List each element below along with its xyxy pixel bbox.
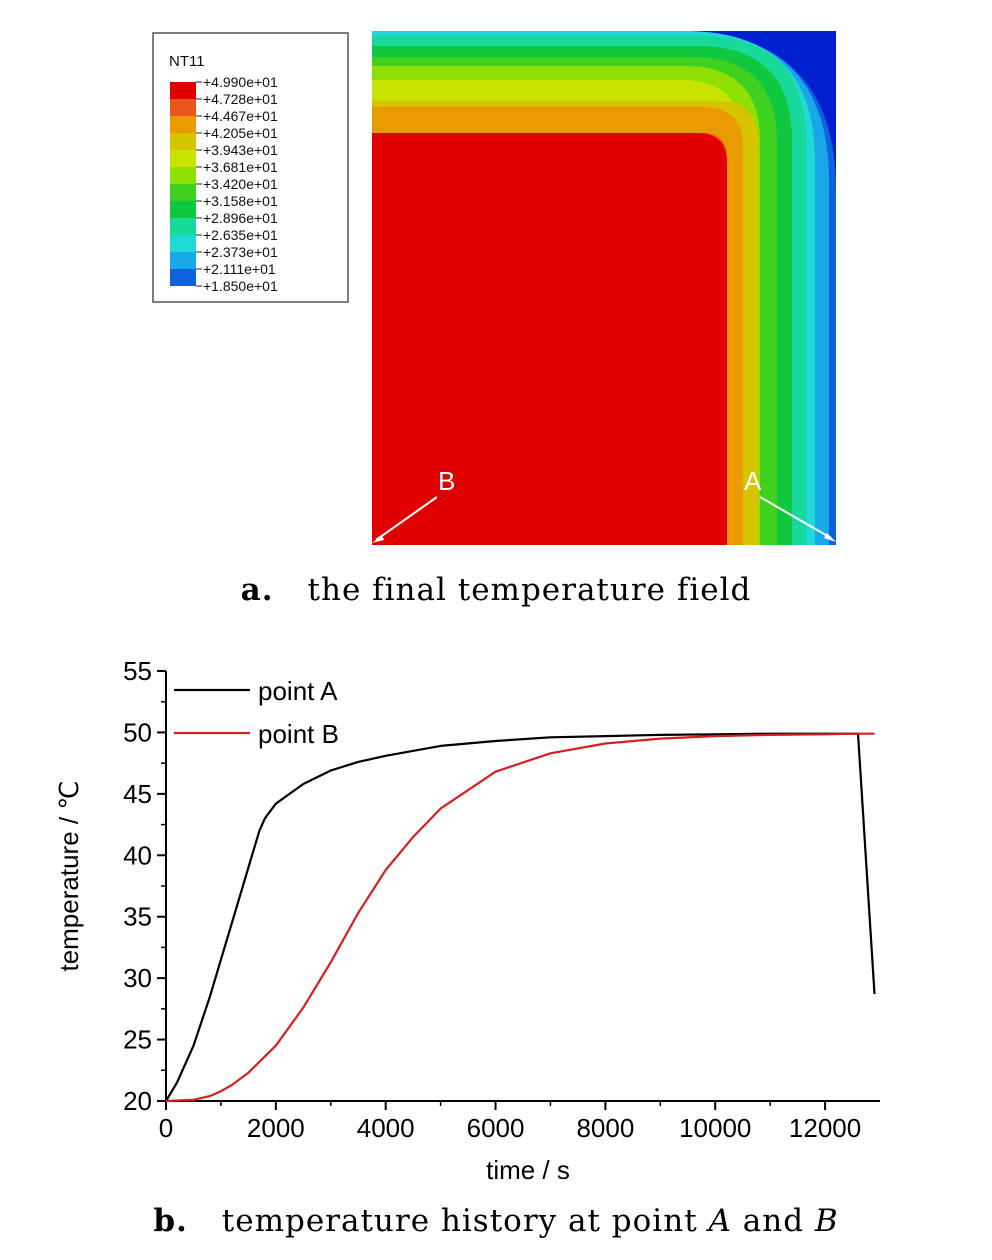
y-tick-label: 50 (123, 717, 152, 747)
caption-a-text: the final temperature field (307, 572, 752, 608)
legend-level-label: +2.635e+01 (203, 227, 278, 243)
caption-b-italic-a: A (708, 1203, 732, 1239)
x-tick-label: 2000 (247, 1113, 305, 1143)
legend-level-label: +3.158e+01 (203, 193, 278, 209)
legend-entry-label: point B (258, 719, 339, 749)
point-b-label: B (438, 466, 455, 496)
legend-swatch (170, 235, 196, 252)
legend-swatch (170, 150, 196, 167)
x-tick-label: 12000 (789, 1113, 861, 1143)
legend-swatch (170, 116, 196, 133)
legend-swatch (170, 167, 196, 184)
series-layer (165, 732, 876, 1103)
y-tick-label: 30 (123, 963, 152, 993)
legend-level-label: +3.943e+01 (203, 142, 278, 158)
legend-swatch (170, 133, 196, 150)
legend-level-label: +2.373e+01 (203, 244, 278, 260)
x-tick-label: 10000 (679, 1113, 751, 1143)
legend-swatches (170, 82, 196, 286)
caption-b-label: b. (153, 1203, 188, 1239)
caption-a: a. the final temperature field (0, 572, 992, 608)
legend-entry-label: point A (258, 676, 338, 706)
y-axis-label: temperature / ℃ (54, 780, 84, 971)
legend-level-label: +3.420e+01 (203, 176, 278, 192)
point-b-marker: B (372, 466, 455, 543)
x-axis-ticks: 0 2000 4000 6000 8000 10000 12000 (159, 1101, 861, 1143)
y-axis-ticks: 20 25 30 35 40 45 50 55 (123, 656, 166, 1116)
legend-swatch (170, 201, 196, 218)
point-a-label: A (744, 466, 762, 496)
caption-b-text-2: and (731, 1203, 815, 1239)
legend-labels: +4.990e+01+4.728e+01+4.467e+01+4.205e+01… (196, 74, 278, 294)
chart-legend: point A point B (174, 676, 339, 749)
legend-swatch (170, 99, 196, 116)
legend-swatch (170, 252, 196, 269)
legend-level-label: +4.728e+01 (203, 91, 278, 107)
caption-a-label: a. (240, 572, 274, 608)
x-tick-label: 4000 (357, 1113, 415, 1143)
y-tick-label: 45 (123, 779, 152, 809)
legend-level-label: +4.467e+01 (203, 108, 278, 124)
y-tick-label: 25 (123, 1025, 152, 1055)
temperature-history-chart: 0 2000 4000 6000 8000 10000 12000 20 25 30 35 40 45… (54, 656, 880, 1185)
legend-level-label: +1.850e+01 (203, 278, 278, 294)
contour-legend: NT11 +4.990e+01+4.728e+01+4.467e+01+4.20… (152, 32, 349, 303)
legend-level-label: +3.681e+01 (203, 159, 278, 175)
legend-swatch (170, 269, 196, 286)
legend-swatch (170, 218, 196, 235)
y-tick-label: 35 (123, 902, 152, 932)
legend-level-label: +2.111e+01 (203, 261, 276, 277)
series-line-point-b (165, 732, 875, 1103)
legend-level-label: +4.990e+01 (203, 74, 278, 90)
point-a-marker: A (744, 466, 836, 542)
temperature-field-figure: NT11 +4.990e+01+4.728e+01+4.467e+01+4.20… (152, 31, 836, 545)
caption-b: b. temperature history at point A and B (0, 1203, 992, 1239)
caption-b-text-1: temperature history at point (221, 1203, 709, 1239)
legend-level-label: +2.896e+01 (203, 210, 278, 226)
contour-field (372, 31, 836, 545)
series-line-point-a (165, 732, 876, 1102)
legend-swatch (170, 82, 196, 99)
x-tick-label: 0 (159, 1113, 173, 1143)
legend-level-label: +4.205e+01 (203, 125, 278, 141)
contour-core (372, 133, 727, 545)
x-tick-label: 8000 (576, 1113, 634, 1143)
y-tick-label: 55 (123, 656, 152, 686)
caption-b-italic-b: B (814, 1203, 839, 1239)
y-tick-label: 40 (123, 840, 152, 870)
legend-title: NT11 (169, 53, 205, 70)
legend-swatch (170, 184, 196, 201)
y-tick-label: 20 (123, 1086, 152, 1116)
x-axis-label: time / s (486, 1155, 570, 1185)
x-tick-label: 6000 (467, 1113, 525, 1143)
